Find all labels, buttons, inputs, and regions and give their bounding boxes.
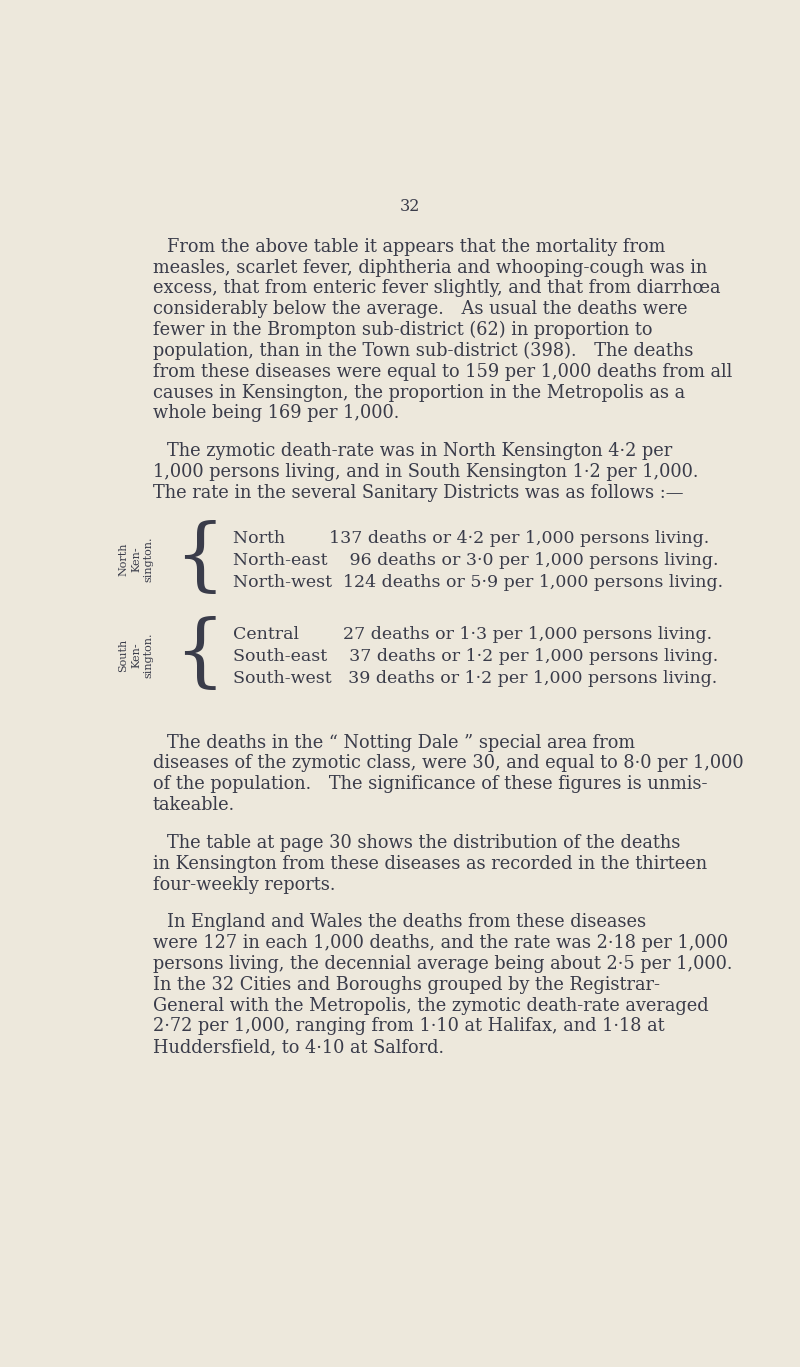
Text: 1,000 persons living, and in South Kensington 1·2 per 1,000.: 1,000 persons living, and in South Kensi…: [153, 463, 698, 481]
Text: 2·72 per 1,000, ranging from 1·10 at Halifax, and 1·18 at: 2·72 per 1,000, ranging from 1·10 at Hal…: [153, 1017, 664, 1035]
Text: excess, that from enteric fever slightly, and that from diarrhœa: excess, that from enteric fever slightly…: [153, 279, 720, 298]
Text: General with the Metropolis, the zymotic death-rate averaged: General with the Metropolis, the zymotic…: [153, 997, 708, 1014]
Text: South
Ken-
sington.: South Ken- sington.: [118, 633, 154, 678]
Text: North-east    96 deaths or 3·0 per 1,000 persons living.: North-east 96 deaths or 3·0 per 1,000 pe…: [234, 552, 718, 569]
Text: From the above table it appears that the mortality from: From the above table it appears that the…: [167, 238, 666, 256]
Text: from these diseases were equal to 159 per 1,000 deaths from all: from these diseases were equal to 159 pe…: [153, 362, 732, 381]
Text: North-west  124 deaths or 5·9 per 1,000 persons living.: North-west 124 deaths or 5·9 per 1,000 p…: [234, 574, 723, 591]
Text: of the population. The significance of these figures is unmis-: of the population. The significance of t…: [153, 775, 707, 793]
Text: measles, scarlet fever, diphtheria and whooping-cough was in: measles, scarlet fever, diphtheria and w…: [153, 258, 707, 276]
Text: whole being 169 per 1,000.: whole being 169 per 1,000.: [153, 405, 399, 422]
Text: {: {: [174, 617, 225, 694]
Text: The deaths in the “ Notting Dale ” special area from: The deaths in the “ Notting Dale ” speci…: [167, 734, 635, 752]
Text: diseases of the zymotic class, were 30, and equal to 8·0 per 1,000: diseases of the zymotic class, were 30, …: [153, 755, 743, 772]
Text: In the 32 Cities and Boroughs grouped by the Registrar-: In the 32 Cities and Boroughs grouped by…: [153, 976, 660, 994]
Text: considerably below the average. As usual the deaths were: considerably below the average. As usual…: [153, 301, 687, 319]
Text: four-weekly reports.: four-weekly reports.: [153, 875, 335, 894]
Text: North
Ken-
sington.: North Ken- sington.: [118, 537, 154, 582]
Text: were 127 in each 1,000 deaths, and the rate was 2·18 per 1,000: were 127 in each 1,000 deaths, and the r…: [153, 934, 728, 951]
Text: persons living, the decennial average being about 2·5 per 1,000.: persons living, the decennial average be…: [153, 956, 732, 973]
Text: population, than in the Town sub-district (398). The deaths: population, than in the Town sub-distric…: [153, 342, 693, 360]
Text: Central        27 deaths or 1·3 per 1,000 persons living.: Central 27 deaths or 1·3 per 1,000 perso…: [234, 626, 713, 642]
Text: fewer in the Brompton sub-district (62) in proportion to: fewer in the Brompton sub-district (62) …: [153, 321, 652, 339]
Text: takeable.: takeable.: [153, 796, 235, 815]
Text: In England and Wales the deaths from these diseases: In England and Wales the deaths from the…: [167, 913, 646, 931]
Text: The zymotic death-rate was in North Kensington 4·2 per: The zymotic death-rate was in North Kens…: [167, 442, 672, 461]
Text: The rate in the several Sanitary Districts was as follows :—: The rate in the several Sanitary Distric…: [153, 484, 683, 502]
Text: 32: 32: [400, 198, 420, 215]
Text: in Kensington from these diseases as recorded in the thirteen: in Kensington from these diseases as rec…: [153, 854, 707, 872]
Text: causes in Kensington, the proportion in the Metropolis as a: causes in Kensington, the proportion in …: [153, 384, 685, 402]
Text: South-west   39 deaths or 1·2 per 1,000 persons living.: South-west 39 deaths or 1·2 per 1,000 pe…: [234, 670, 718, 686]
Text: The table at page 30 shows the distribution of the deaths: The table at page 30 shows the distribut…: [167, 834, 680, 852]
Text: Huddersfield, to 4·10 at Salford.: Huddersfield, to 4·10 at Salford.: [153, 1039, 444, 1057]
Text: North        137 deaths or 4·2 per 1,000 persons living.: North 137 deaths or 4·2 per 1,000 person…: [234, 530, 710, 547]
Text: {: {: [174, 521, 225, 599]
Text: South-east    37 deaths or 1·2 per 1,000 persons living.: South-east 37 deaths or 1·2 per 1,000 pe…: [234, 648, 718, 664]
